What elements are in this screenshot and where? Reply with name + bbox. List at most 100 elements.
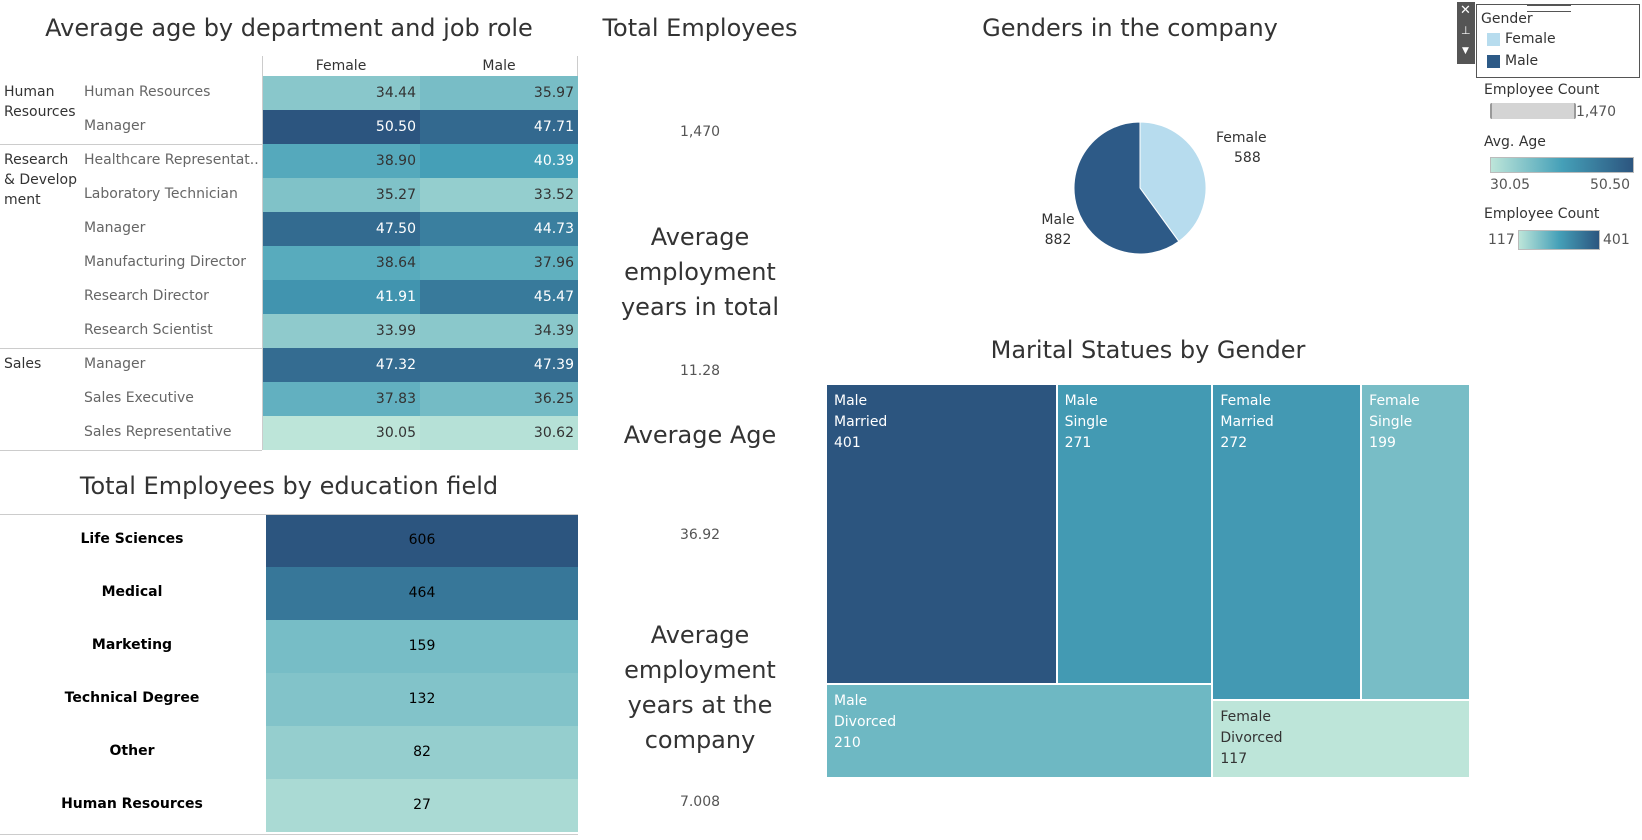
pie-slice-male[interactable] — [1073, 121, 1180, 255]
treemap-cell-male-married[interactable]: Male Married 401 — [826, 384, 1057, 685]
treemap-cell-female-single[interactable]: Female Single 199 — [1361, 384, 1470, 700]
legend-employee-count2-max: 401 — [1603, 232, 1630, 248]
treemap-label: 401 — [834, 435, 861, 451]
age-cell: 50.50 — [262, 110, 420, 144]
row-role-label: Manufacturing Director — [84, 254, 247, 270]
row-role-label: Manager — [84, 220, 146, 236]
edu-chart-title: Total Employees by education field — [79, 472, 499, 500]
row-role-label: Human Resources — [84, 84, 211, 100]
treemap-cell-male-divorced[interactable]: Male Divorced 210 — [826, 684, 1213, 778]
legend-drag-handle[interactable] — [1527, 5, 1571, 12]
kpi-avg-years-total-value: 11.28 — [679, 363, 721, 379]
department-label: Sales — [4, 356, 42, 372]
treemap-label: Male — [1064, 393, 1098, 409]
kpi-avg-years-total-title: Average employment years in total — [620, 223, 780, 321]
legend-employee-count2-title: Employee Count — [1484, 206, 1600, 222]
age-cell: 30.05 — [262, 416, 420, 450]
employee-count-size-bar — [1490, 103, 1576, 119]
genders-chart-title: Genders in the company — [982, 14, 1278, 42]
kpi-avg-years-company-value: 7.008 — [679, 794, 721, 810]
pie-label-male-val: 882 — [1045, 232, 1072, 248]
age-cell: 35.27 — [262, 178, 420, 212]
kpi-total-employees-value: 1,470 — [679, 124, 721, 140]
edu-field-label: Marketing — [91, 637, 173, 653]
legend-male-label[interactable]: Male — [1505, 53, 1539, 69]
pie-label-female-cat: Female — [1216, 130, 1267, 146]
department-divider — [0, 348, 262, 349]
age-cell: 34.44 — [262, 76, 420, 110]
age-cell: 37.96 — [420, 246, 578, 280]
header-divider-left — [262, 56, 263, 76]
treemap-cell-female-divorced[interactable]: Female Divorced 117 — [1212, 699, 1470, 778]
legend-avg-age-title: Avg. Age — [1484, 134, 1546, 150]
treemap-label: Female — [1220, 708, 1272, 725]
treemap-label: 199 — [1369, 435, 1396, 451]
edu-field-value: 132 — [266, 673, 578, 726]
total-employees-title: Total Employees — [602, 14, 798, 42]
column-header-male: Male — [482, 58, 516, 74]
left-border — [262, 76, 263, 450]
avg-age-color-ramp — [1490, 157, 1634, 173]
age-chart-title: Average age by department and job role — [45, 14, 533, 42]
edu-field-value: 464 — [266, 567, 578, 620]
legend-avg-age-min: 30.05 — [1490, 177, 1531, 193]
treemap-label: Female — [1369, 393, 1420, 409]
edu-field-label: Other — [109, 743, 155, 759]
row-role-label: Healthcare Representat.. — [84, 152, 259, 168]
legend-avg-age-max: 50.50 — [1590, 177, 1631, 193]
department-divider — [0, 144, 262, 145]
department-label: Research & Develop ment — [4, 152, 78, 208]
marital-treemap: Male Married 401 Male Single 271 Male Divorced 2… — [826, 384, 1470, 778]
row-role-label: Research Director — [84, 288, 209, 304]
legend-employee-count-value: 1,470 — [1576, 104, 1617, 120]
legend-female-label[interactable]: Female — [1505, 31, 1556, 47]
row-role-label: Laboratory Technician — [84, 186, 238, 202]
age-cell: 38.64 — [262, 246, 420, 280]
header-divider-right — [577, 56, 578, 76]
treemap-label: Divorced — [834, 714, 897, 731]
pin-icon[interactable]: ⊥ — [1461, 24, 1471, 37]
dropdown-icon[interactable]: ▼ — [1462, 46, 1469, 56]
age-cell: 47.39 — [420, 348, 578, 382]
age-cell: 47.50 — [262, 212, 420, 246]
pie-slice-female[interactable] — [1139, 121, 1207, 243]
department-label: Human Resources — [4, 84, 76, 120]
treemap-cell-male-single[interactable]: Male Single 271 — [1056, 384, 1213, 685]
education-table: Life Sciences 606 Medical 464 Marketing 159 Te… — [0, 514, 578, 836]
column-header-female: Female — [315, 58, 367, 74]
kpi-avg-age-title: Average Age — [623, 421, 777, 449]
row-role-label: Sales Representative — [84, 424, 232, 440]
treemap-cell-female-married[interactable]: Female Married 272 — [1212, 384, 1362, 700]
treemap-label: Single — [1369, 414, 1413, 430]
close-icon[interactable]: ✕ — [1460, 3, 1471, 18]
gender-pie-chart: Female 588 Male 882 — [1041, 121, 1267, 255]
edu-field-label: Life Sciences — [80, 531, 184, 547]
edu-bottom-line — [0, 834, 578, 835]
legend-employee-count-title: Employee Count — [1484, 82, 1600, 98]
edu-field-value: 606 — [266, 514, 578, 567]
edu-field-value: 27 — [266, 779, 578, 832]
kpi-avg-age-value: 36.92 — [679, 527, 721, 543]
treemap-label: Married — [834, 414, 888, 430]
treemap-label: 272 — [1220, 435, 1248, 451]
treemap-label: Married — [1220, 414, 1274, 430]
treemap-label: Divorced — [1220, 729, 1283, 746]
age-cell: 47.32 — [262, 348, 420, 382]
row-role-label: Manager — [84, 356, 146, 372]
employee-count-color-ramp — [1518, 230, 1600, 250]
age-cell: 41.91 — [262, 280, 420, 314]
row-role-label: Research Scientist — [84, 322, 213, 338]
age-cell: 40.39 — [420, 144, 578, 178]
age-cell: 45.47 — [420, 280, 578, 314]
bottom-border — [0, 450, 262, 451]
treemap-label: 117 — [1220, 750, 1248, 767]
treemap-label: Male — [834, 393, 868, 409]
pie-label-female-val: 588 — [1234, 150, 1261, 166]
legend-employee-count2-min: 117 — [1488, 232, 1515, 248]
gender-legend[interactable]: Gender Female Male — [1476, 4, 1640, 78]
legend-toolbar: ✕ ⊥ ▼ — [1457, 2, 1475, 64]
age-cell: 30.62 — [420, 416, 578, 450]
treemap-label: Single — [1064, 414, 1108, 430]
age-cell: 34.39 — [420, 314, 578, 348]
treemap-label: 210 — [834, 735, 861, 752]
